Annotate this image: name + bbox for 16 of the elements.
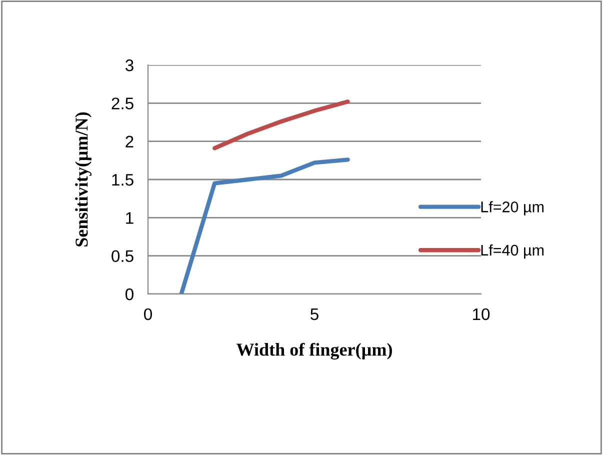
x-tick-label: 0 [144, 308, 152, 320]
y-tick-label: 1 [126, 212, 134, 224]
y-tick-label: 0 [125, 288, 134, 300]
y-axis-title: Sensitivity(µm/N) [75, 112, 92, 246]
line-series [212, 100, 350, 150]
y-tick-label: 3 [125, 59, 134, 72]
legend-label: Lf=20 µm [481, 201, 544, 216]
y-tick-label: 2 [126, 136, 134, 148]
y-tick-label: 2.5 [112, 98, 134, 110]
legend-label: Lf=40 µm [481, 244, 544, 259]
x-tick-label: 10 [473, 308, 490, 320]
x-axis-title: Width of finger(µm) [236, 342, 392, 360]
y-tick-label: 1.5 [112, 174, 134, 186]
y-tick-label: 0.5 [112, 250, 134, 262]
line-series [179, 158, 350, 294]
x-tick-label: 5 [310, 308, 318, 320]
